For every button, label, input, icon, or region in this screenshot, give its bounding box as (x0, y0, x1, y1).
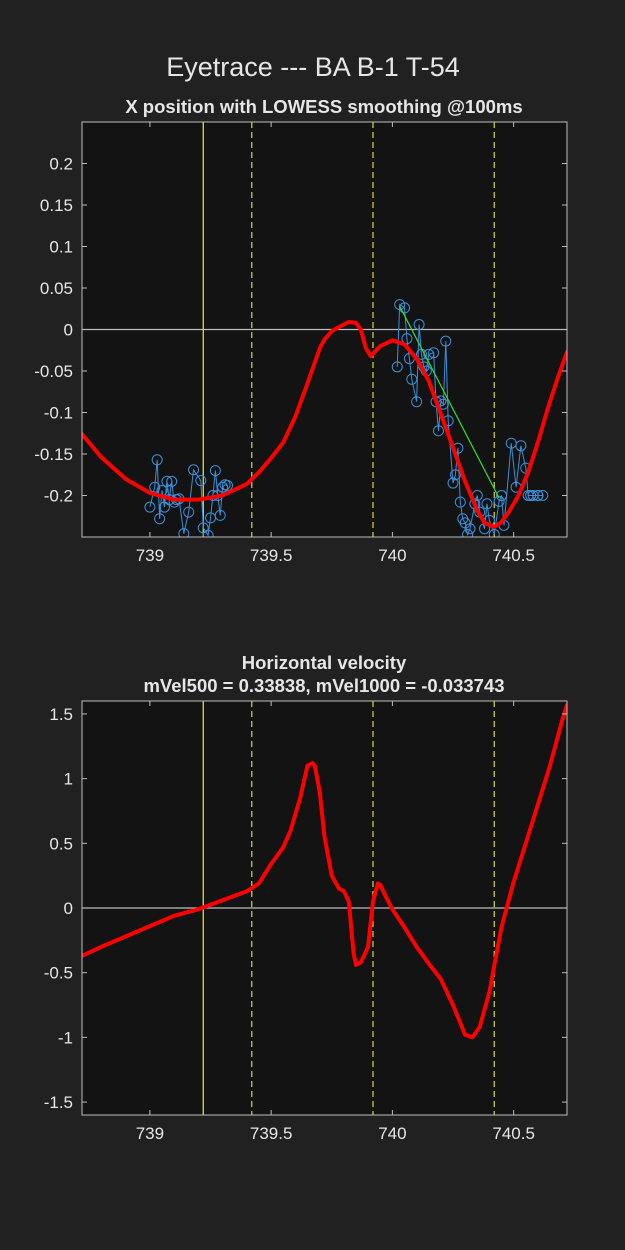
position-raw-sample-marker (406, 373, 418, 385)
position-raw-sample-marker (464, 523, 476, 535)
position-raw-sample-marker (151, 454, 163, 466)
position-plot-area (82, 122, 567, 537)
velocity-plot-area (82, 701, 567, 1115)
position-x-tick-label: 740.5 (492, 546, 535, 565)
position-raw-sample-marker (195, 475, 207, 487)
position-x-tick-label: 739 (136, 546, 164, 565)
position-raw-trace-1 (149, 459, 228, 537)
velocity-y-tick-label: 1 (64, 770, 73, 789)
position-raw-sample-marker (423, 348, 435, 360)
position-raw-sample-marker (202, 529, 214, 537)
position-y-tick-label: -0.05 (34, 362, 73, 381)
position-y-tick-label: -0.1 (44, 404, 73, 423)
velocity-x-tick-label: 740 (378, 1124, 406, 1143)
position-raw-sample-marker (178, 528, 190, 537)
velocity-y-tick-label: 1.5 (49, 705, 73, 724)
position-raw-sample-marker (209, 465, 221, 477)
position-raw-sample-marker (161, 475, 173, 487)
figure-title: Eyetrace --- BA B-1 T-54 (166, 52, 460, 82)
position-y-tick-label: 0.05 (40, 279, 73, 298)
velocity-y-tick-label: -1.5 (44, 1093, 73, 1112)
position-raw-sample-marker (149, 481, 161, 493)
position-raw-sample-marker (462, 529, 474, 537)
position-raw-sample-marker (391, 361, 403, 373)
position-raw-sample-marker (493, 495, 505, 507)
position-raw-trace-2 (396, 303, 543, 537)
velocity-plot-subtitle: mVel500 = 0.33838, mVel1000 = -0.033743 (143, 675, 504, 696)
position-plot-title: X position with LOWESS smoothing @100ms (125, 96, 522, 117)
velocity-plot: Horizontal velocity mVel500 = 0.33838, m… (44, 652, 568, 1143)
position-raw-sample-marker (217, 481, 229, 493)
position-raw-sample-marker (183, 506, 195, 518)
position-raw-sample-marker (188, 464, 200, 476)
position-raw-sample-marker (428, 347, 440, 359)
position-raw-sample-marker (481, 498, 493, 510)
position-x-tick-label: 739.5 (250, 546, 293, 565)
velocity-y-tick-label: -0.5 (44, 964, 73, 983)
position-raw-sample-marker (413, 319, 425, 331)
position-raw-sample-marker (488, 529, 500, 537)
velocity-x-tick-label: 739.5 (250, 1124, 293, 1143)
position-raw-sample-marker (166, 475, 178, 487)
velocity-smoothed-line (82, 702, 567, 1040)
position-raw-sample-marker (401, 333, 413, 345)
position-y-tick-label: 0.2 (49, 155, 73, 174)
position-raw-sample-marker (214, 509, 226, 521)
position-raw-sample-marker (399, 302, 411, 314)
position-raw-sample-marker (411, 396, 423, 408)
position-raw-sample-marker (537, 490, 549, 501)
velocity-x-tick-label: 740.5 (492, 1124, 535, 1143)
velocity-y-tick-label: -1 (58, 1028, 73, 1047)
velocity-x-tick-label: 739 (136, 1124, 164, 1143)
position-raw-sample-marker (449, 469, 461, 481)
position-raw-sample-marker (154, 513, 166, 525)
position-y-tick-label: 0.1 (49, 238, 73, 257)
position-raw-sample-marker (496, 490, 508, 501)
position-y-tick-label: -0.15 (34, 445, 73, 464)
position-plot: X position with LOWESS smoothing @100ms … (34, 96, 568, 565)
position-raw-sample-marker (440, 335, 452, 347)
position-raw-sample-marker (144, 501, 156, 513)
position-raw-sample-marker (454, 496, 466, 508)
position-raw-sample-marker (532, 490, 544, 501)
position-y-tick-label: 0.15 (40, 196, 73, 215)
position-smoothed-line (82, 320, 567, 529)
position-y-tick-label: 0 (64, 321, 73, 340)
velocity-y-tick-label: 0.5 (49, 834, 73, 853)
position-raw-sample-marker (447, 477, 459, 489)
position-y-tick-label: -0.2 (44, 487, 73, 506)
position-fit-line (399, 306, 500, 499)
position-raw-sample-marker (525, 490, 537, 501)
velocity-y-tick-label: 0 (64, 899, 73, 918)
position-raw-sample-marker (222, 480, 233, 492)
position-x-tick-label: 740 (378, 546, 406, 565)
velocity-plot-title: Horizontal velocity (242, 652, 407, 673)
position-raw-sample-marker (515, 440, 527, 452)
position-raw-sample-marker (432, 425, 444, 437)
